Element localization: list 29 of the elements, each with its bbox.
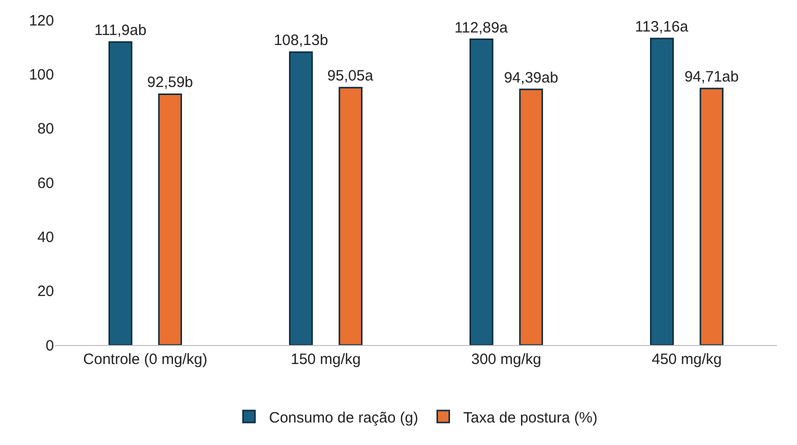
data-label: 92,59b xyxy=(147,74,194,92)
bar xyxy=(158,93,182,345)
x-tick-label: 150 mg/kg xyxy=(290,351,361,368)
y-tick-label: 120 xyxy=(28,12,54,30)
data-label: 113,16a xyxy=(635,18,689,36)
data-label: 112,89a xyxy=(454,19,508,36)
bar xyxy=(650,38,674,345)
x-tick-label: 450 mg/kg xyxy=(652,351,722,368)
y-tick-label: 20 xyxy=(37,283,54,300)
bar xyxy=(338,86,362,345)
y-tick-label: 100 xyxy=(28,66,54,84)
y-tick-label: 60 xyxy=(37,174,54,192)
data-label: 94,39ab xyxy=(504,69,558,86)
legend-label: Consumo de ração (g) xyxy=(269,409,418,426)
data-label: 95,05a xyxy=(327,68,374,85)
bar xyxy=(519,88,543,345)
y-tick-label: 40 xyxy=(37,228,54,246)
data-label: 108,13b xyxy=(274,32,328,50)
bar xyxy=(289,51,313,345)
bar xyxy=(470,38,494,345)
legend-label: Taxa de postura (%) xyxy=(463,409,598,426)
y-tick-label: 0 xyxy=(46,337,54,354)
bar xyxy=(108,41,132,345)
x-tick-label: Controle (0 mg/kg) xyxy=(83,351,208,368)
x-tick-label: 300 mg/kg xyxy=(471,351,542,368)
data-label: 111,9ab xyxy=(94,22,146,39)
data-label: 94,71ab xyxy=(684,68,739,86)
y-tick-label: 80 xyxy=(37,120,54,138)
bar xyxy=(700,88,724,345)
